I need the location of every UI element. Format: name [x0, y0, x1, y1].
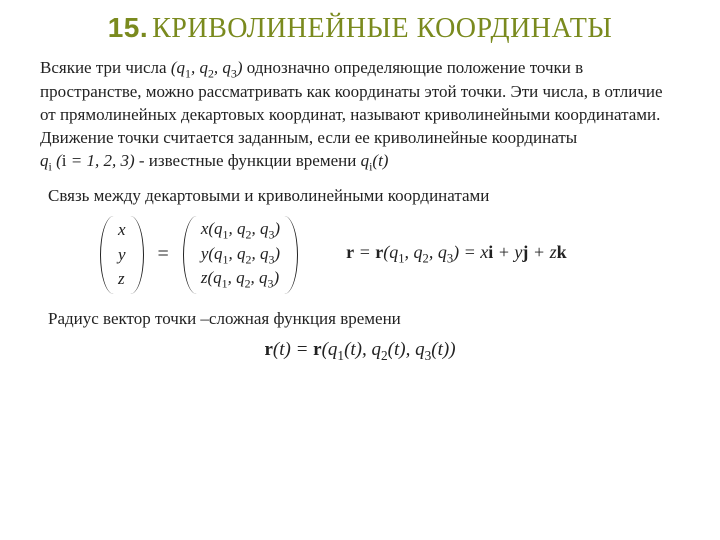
rhs-row-1: y(q1, q2, q3) — [201, 243, 280, 268]
rhs-row-0: x(q1, q2, q3) — [201, 218, 280, 243]
rhs-vector: x(q1, q2, q3) y(q1, q2, q3) z(q1, q2, q3… — [183, 216, 298, 294]
lhs-row-1: y — [118, 244, 126, 266]
para1-a: Всякие три числа — [40, 58, 171, 77]
inline-qi-t: qi(t) — [361, 151, 389, 170]
title-text: КРИВОЛИНЕЙНЫЕ КООРДИНАТЫ — [152, 13, 612, 44]
paren-right-icon — [284, 216, 298, 294]
equation-r-of-t: r(t) = r(q1(t), q2(t), q3(t)) — [40, 339, 680, 364]
vector-form-equation: r = r(q1, q2, q3) = xi + yj + zk — [346, 242, 567, 267]
lhs-row-2: z — [118, 268, 126, 290]
paren-left-icon — [100, 216, 114, 294]
title-number: 15. — [108, 12, 148, 43]
intro-paragraph: Всякие три числа (q1, q2, q3) однозначно… — [40, 57, 680, 175]
slide: 15. КРИВОЛИНЕЙНЫЕ КООРДИНАТЫ Всякие три … — [0, 0, 720, 540]
paren-left-icon — [183, 216, 197, 294]
para1-c: - известные функции времени — [139, 151, 361, 170]
inline-q-tuple: (q1, q2, q3) — [171, 58, 247, 77]
equals-sign: = — [158, 243, 169, 266]
lhs-row-0: x — [118, 219, 126, 241]
rhs-row-2: z(q1, q2, q3) — [201, 267, 280, 292]
equation-matrix: x y z = x(q1, q2, q3) y(q1, q2, q3) z(q1… — [100, 216, 680, 294]
paren-right-icon — [130, 216, 144, 294]
inline-qi: qi (i = 1, 2, 3) — [40, 151, 139, 170]
radius-vector-heading: Радиус вектор точки –сложная функция вре… — [48, 308, 680, 331]
lhs-vector: x y z — [100, 216, 144, 294]
slide-title: 15. КРИВОЛИНЕЙНЫЕ КООРДИНАТЫ — [40, 12, 680, 45]
relation-heading: Связь между декартовыми и криволинейными… — [48, 185, 680, 208]
